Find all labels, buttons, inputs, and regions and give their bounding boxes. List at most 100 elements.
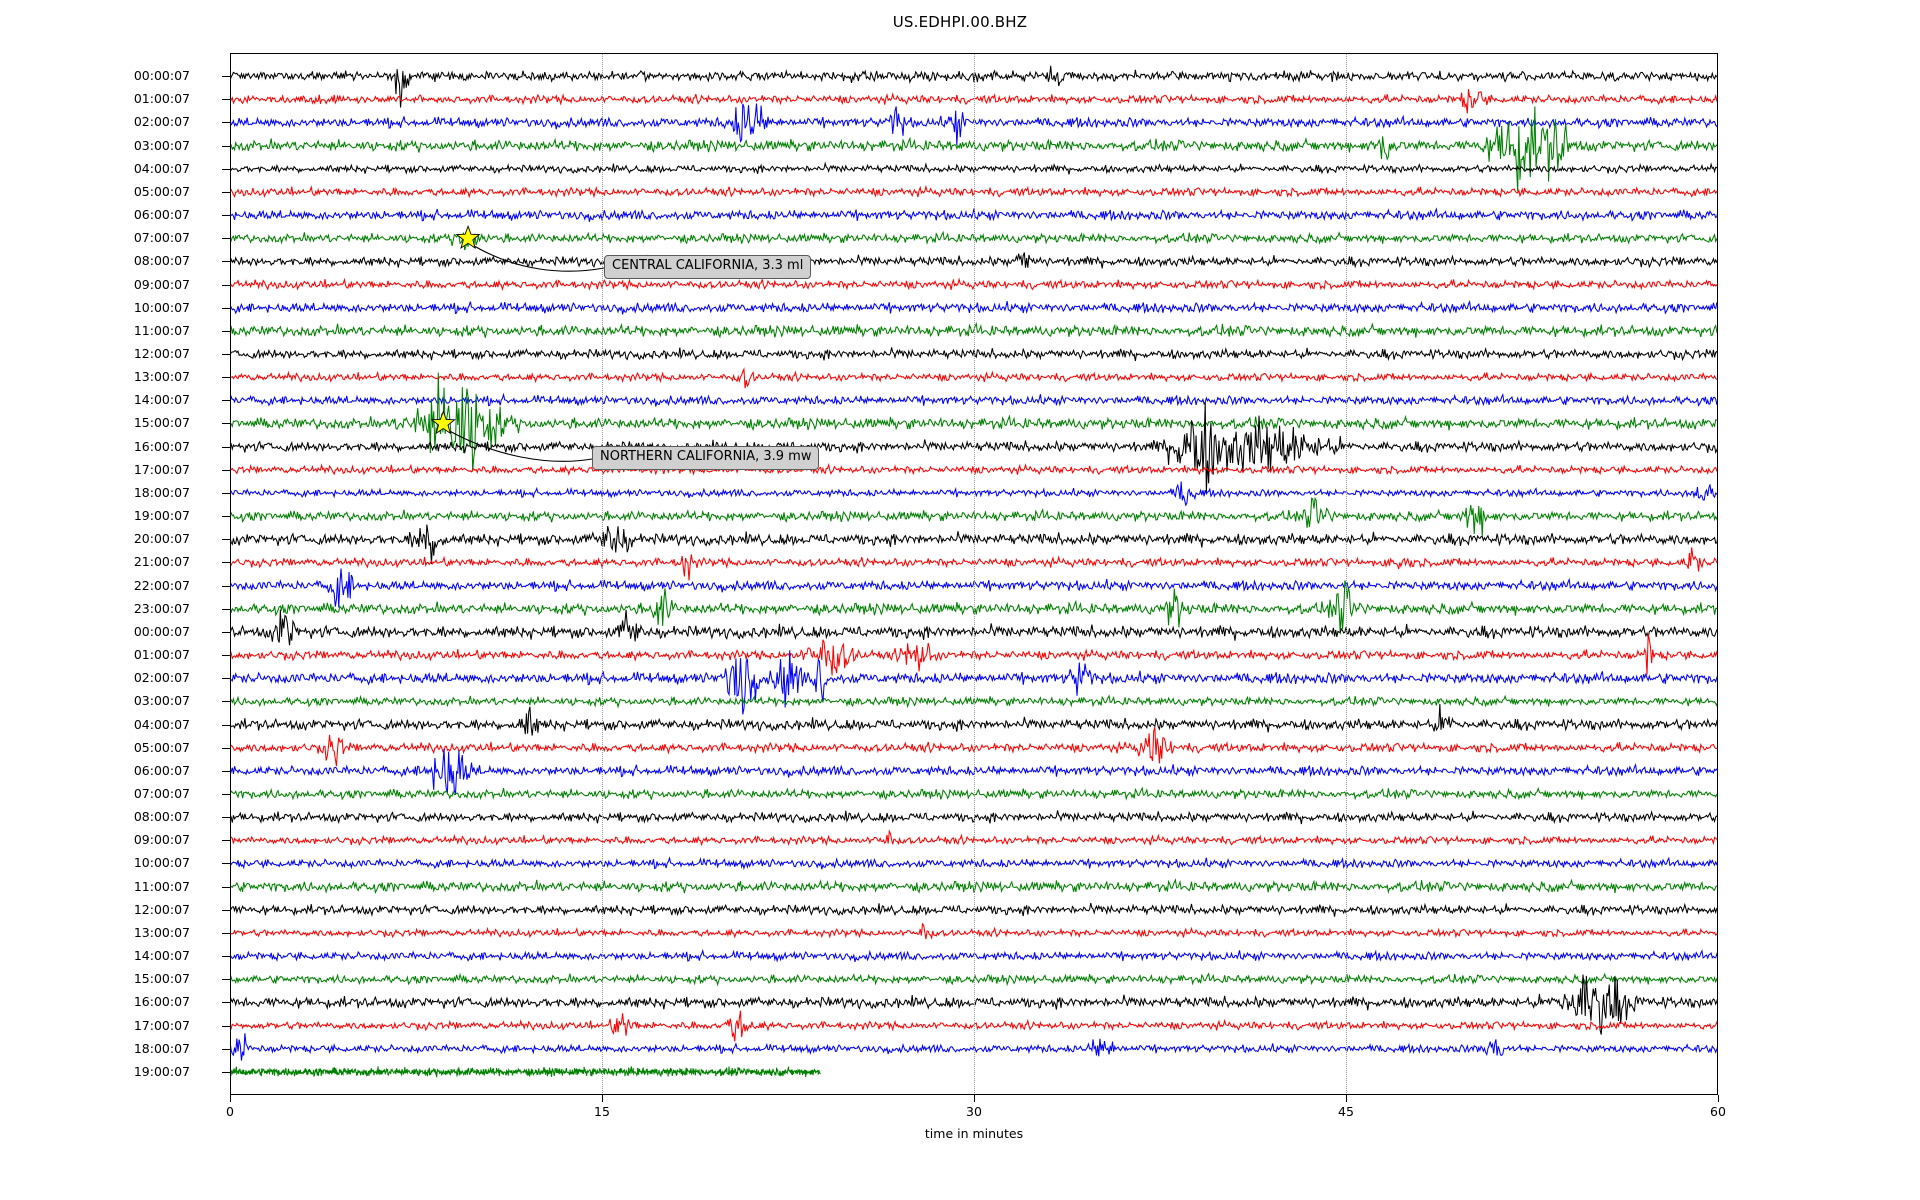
page-title: US.EDHPI.00.BHZ <box>892 13 1028 31</box>
y-axis-tick-mark <box>222 330 230 332</box>
y-axis-tick-label: 12:00:07 <box>133 345 190 361</box>
y-axis-tick-label: 21:00:07 <box>133 554 190 570</box>
y-axis-tick-mark <box>222 1048 230 1050</box>
y-axis-tick-mark <box>222 817 230 819</box>
y-axis-tick-mark <box>222 886 230 888</box>
y-axis-tick-label: 14:00:07 <box>133 392 190 408</box>
y-axis-tick-label: 19:00:07 <box>133 1063 190 1079</box>
y-axis-tick-mark <box>222 446 230 448</box>
y-axis-tick-label: 11:00:07 <box>133 322 190 338</box>
y-axis-tick-mark <box>222 562 230 564</box>
y-axis-tick-mark <box>222 956 230 958</box>
x-axis-tick-mark <box>974 1095 975 1102</box>
event-annotation-northern-california: NORTHERN CALIFORNIA, 3.9 mw <box>592 446 820 470</box>
gridline <box>974 53 975 1095</box>
x-axis-tick-mark <box>1346 1095 1347 1102</box>
x-axis-tick-label: 30 <box>966 1104 982 1119</box>
y-axis-tick-label: 15:00:07 <box>133 415 190 431</box>
y-axis-tick-label: 10:00:07 <box>133 855 190 871</box>
y-axis-tick-label: 00:00:07 <box>133 67 190 83</box>
plot-area <box>230 53 1718 1095</box>
y-axis-tick-mark <box>222 793 230 795</box>
y-axis-tick-label: 08:00:07 <box>133 808 190 824</box>
y-axis-tick-mark <box>222 1071 230 1073</box>
y-axis-tick-label: 13:00:07 <box>133 368 190 384</box>
y-axis-tick-label: 11:00:07 <box>133 878 190 894</box>
y-axis-tick-label: 00:00:07 <box>133 623 190 639</box>
y-axis-tick-mark <box>222 631 230 633</box>
y-axis-tick-mark <box>222 377 230 379</box>
y-axis-tick-label: 09:00:07 <box>133 832 190 848</box>
y-axis-tick-mark <box>222 423 230 425</box>
y-axis-tick-label: 16:00:07 <box>133 438 190 454</box>
y-axis-tick-label: 17:00:07 <box>133 1017 190 1033</box>
y-axis-tick-label: 07:00:07 <box>133 785 190 801</box>
y-axis-tick-label: 05:00:07 <box>133 739 190 755</box>
y-axis-tick-label: 03:00:07 <box>133 137 190 153</box>
x-axis-tick-label: 45 <box>1338 1104 1354 1119</box>
y-axis-tick-mark <box>222 840 230 842</box>
y-axis-tick-mark <box>222 400 230 402</box>
y-axis-tick-mark <box>222 701 230 703</box>
gridline <box>1346 53 1347 1095</box>
y-axis-tick-label: 09:00:07 <box>133 276 190 292</box>
gridline <box>602 53 603 1095</box>
y-axis-tick-label: 20:00:07 <box>133 531 190 547</box>
y-axis-tick-mark <box>222 608 230 610</box>
y-axis-tick-mark <box>222 191 230 193</box>
y-axis-tick-mark <box>222 215 230 217</box>
y-axis-tick-mark <box>222 979 230 981</box>
y-axis-tick-label: 13:00:07 <box>133 924 190 940</box>
y-axis-tick-mark <box>222 145 230 147</box>
x-axis-label: time in minutes <box>924 1126 1024 1141</box>
y-axis-tick-label: 01:00:07 <box>133 646 190 662</box>
y-axis-tick-label: 08:00:07 <box>133 253 190 269</box>
y-axis-tick-label: 03:00:07 <box>133 693 190 709</box>
y-axis-tick-label: 05:00:07 <box>133 183 190 199</box>
y-axis-tick-label: 12:00:07 <box>133 901 190 917</box>
y-axis-tick-mark <box>222 678 230 680</box>
y-axis-tick-mark <box>222 516 230 518</box>
y-axis-tick-mark <box>222 307 230 309</box>
y-axis-tick-label: 10:00:07 <box>133 299 190 315</box>
y-axis-tick-mark <box>222 354 230 356</box>
y-axis-tick-label: 22:00:07 <box>133 577 190 593</box>
y-axis-tick-label: 23:00:07 <box>133 600 190 616</box>
y-axis-tick-mark <box>222 539 230 541</box>
x-axis-tick-label: 0 <box>226 1104 234 1119</box>
x-axis-tick-mark <box>230 1095 231 1102</box>
x-axis-tick-label: 60 <box>1710 1104 1726 1119</box>
y-axis-tick-label: 18:00:07 <box>133 484 190 500</box>
x-axis-tick-mark <box>1718 1095 1719 1102</box>
x-axis-tick-mark <box>602 1095 603 1102</box>
event-annotation-central-california: CENTRAL CALIFORNIA, 3.3 ml <box>604 255 812 279</box>
y-axis-tick-label: 18:00:07 <box>133 1040 190 1056</box>
y-axis-tick-label: 07:00:07 <box>133 229 190 245</box>
y-axis-tick-mark <box>222 492 230 494</box>
y-axis-tick-mark <box>222 261 230 263</box>
y-axis-tick-label: 06:00:07 <box>133 762 190 778</box>
y-axis-tick-mark <box>222 469 230 471</box>
y-axis-tick-label: 17:00:07 <box>133 461 190 477</box>
y-axis-tick-label: 02:00:07 <box>133 669 190 685</box>
y-axis-tick-mark <box>222 76 230 78</box>
y-axis-tick-mark <box>222 284 230 286</box>
y-axis-tick-label: 06:00:07 <box>133 206 190 222</box>
y-axis-tick-mark <box>222 99 230 101</box>
y-axis-tick-mark <box>222 238 230 240</box>
y-axis-tick-label: 14:00:07 <box>133 947 190 963</box>
trace-row <box>230 1066 821 1078</box>
y-axis-tick-mark <box>222 122 230 124</box>
y-axis-tick-mark <box>222 747 230 749</box>
y-axis-tick-mark <box>222 1025 230 1027</box>
y-axis-tick-mark <box>222 168 230 170</box>
y-axis-tick-mark <box>222 909 230 911</box>
y-axis-tick-mark <box>222 655 230 657</box>
y-axis-tick-label: 19:00:07 <box>133 507 190 523</box>
y-axis-tick-label: 16:00:07 <box>133 994 190 1010</box>
y-axis-tick-mark <box>222 724 230 726</box>
y-axis-tick-label: 04:00:07 <box>133 716 190 732</box>
y-axis-tick-label: 02:00:07 <box>133 114 190 130</box>
y-axis-tick-mark <box>222 863 230 865</box>
